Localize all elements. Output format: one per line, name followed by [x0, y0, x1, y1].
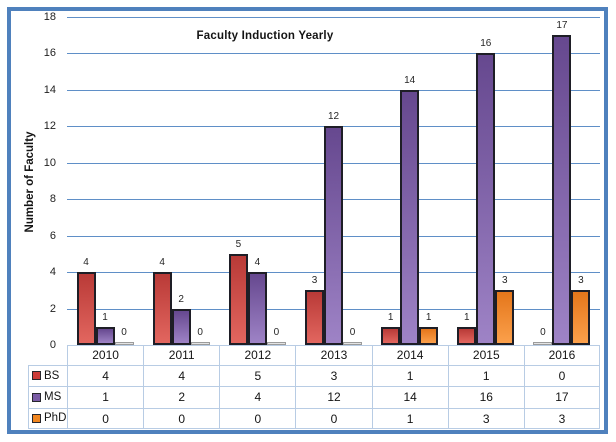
legend-key-cell-bs: BS: [28, 364, 67, 386]
table-value-cell: 17: [523, 386, 600, 408]
bar-ms-2016: [552, 34, 572, 345]
legend-label-bs: BS: [44, 369, 60, 382]
year-header-cell: 2012: [219, 345, 296, 365]
bar-value-label: 2: [178, 293, 184, 305]
legend-key-cell-ms: MS: [28, 386, 67, 408]
legend-swatch-ms: [32, 392, 41, 402]
bar-bs-2015: [457, 326, 477, 345]
bar-phd-2016: [571, 290, 591, 345]
y-tick-label: 0: [49, 339, 56, 351]
table-value-cell: 14: [371, 386, 448, 408]
table-value-cell: 1: [67, 386, 144, 408]
bar-value-label: 3: [578, 275, 584, 287]
bar-ms-2011: [171, 308, 191, 345]
chart-title: Faculty Induction Yearly: [196, 30, 334, 42]
table-value-cell: 4: [67, 364, 144, 386]
chart-frame: [7, 7, 608, 434]
y-tick-label: 4: [49, 266, 56, 278]
bar-value-label: 3: [502, 275, 508, 287]
bar-value-label: 14: [404, 74, 416, 86]
year-header-cell: 2010: [67, 345, 144, 365]
y-tick-label: 12: [43, 120, 56, 132]
y-tick-label: 8: [49, 193, 56, 205]
table-value-cell: 0: [67, 407, 144, 429]
bar-bs-2013: [305, 290, 324, 345]
table-value-cell: 2: [143, 386, 220, 408]
table-value-cell: 1: [371, 407, 448, 429]
legend-swatch-bs: [32, 371, 41, 381]
table-value-cell: 0: [523, 364, 600, 386]
bar-value-label: 0: [273, 327, 280, 338]
y-tick-label: 6: [49, 229, 56, 242]
bar-zero-phd-2012: [266, 342, 286, 345]
y-tick-label: 16: [43, 47, 56, 59]
bar-value-label: 0: [121, 327, 127, 338]
bar-value-label: 4: [159, 257, 165, 268]
bar-value-label: 16: [480, 38, 492, 49]
bar-value-label: 0: [197, 327, 203, 338]
year-header-cell: 2013: [295, 345, 372, 365]
bar-phd-2015: [495, 290, 515, 345]
year-header-cell: 2015: [447, 345, 524, 365]
bar-bs-2012: [228, 253, 248, 345]
bar-value-label: 17: [556, 19, 568, 31]
legend-label-ms: MS: [44, 391, 62, 404]
bar-ms-2010: [95, 326, 115, 345]
table-value-cell: 4: [219, 386, 296, 408]
bar-bs-2014: [381, 326, 401, 345]
bar-bs-2011: [152, 272, 172, 345]
gridline: [67, 16, 600, 18]
table-value-cell: 1: [371, 364, 448, 386]
table-value-cell: 1: [447, 364, 524, 386]
table-value-cell: 3: [523, 407, 600, 429]
bar-value-label: 0: [349, 327, 356, 338]
y-tick-label: 2: [49, 302, 56, 315]
table-value-cell: 12: [295, 386, 372, 408]
bar-value-label: 1: [387, 311, 394, 323]
legend-swatch-phd: [32, 413, 41, 423]
bar-value-label: 0: [540, 327, 546, 338]
year-header-cell: 2011: [143, 345, 220, 365]
legend-label-phd: PhD: [44, 412, 67, 425]
year-header-cell: 2016: [523, 345, 600, 365]
bar-value-label: 1: [102, 311, 108, 323]
table-value-cell: 5: [219, 364, 296, 386]
y-tick-label: 14: [43, 83, 56, 96]
bar-value-label: 4: [83, 257, 89, 268]
year-header-cell: 2014: [371, 345, 448, 365]
table-value-cell: 0: [295, 407, 372, 429]
legend-key-cell-phd: PhD: [28, 407, 67, 429]
table-value-cell: 0: [143, 407, 220, 429]
bar-value-label: 5: [235, 238, 242, 250]
table-value-cell: 0: [219, 407, 296, 429]
table-value-cell: 16: [447, 386, 524, 408]
bar-ms-2012: [247, 272, 267, 345]
table-value-cell: 3: [295, 364, 372, 386]
bar-value-label: 12: [327, 111, 340, 122]
bar-value-label: 1: [464, 311, 470, 323]
table-value-cell: 4: [143, 364, 220, 386]
bar-value-label: 4: [254, 257, 261, 268]
bar-ms-2013: [324, 126, 343, 345]
bar-ms-2015: [476, 53, 496, 345]
bar-value-label: 3: [311, 275, 318, 287]
bar-value-label: 1: [425, 311, 432, 323]
bar-bs-2010: [76, 272, 96, 345]
bar-phd-2014: [419, 326, 439, 345]
bar-zero-phd-2010: [114, 342, 134, 345]
bar-zero-bs-2016: [533, 342, 553, 345]
gridline: [67, 53, 600, 54]
bar-zero-phd-2011: [190, 342, 210, 345]
y-tick-label: 18: [43, 10, 56, 23]
bar-zero-phd-2013: [343, 342, 362, 345]
bar-ms-2014: [400, 89, 420, 345]
table-value-cell: 3: [447, 407, 524, 429]
gridline: [67, 89, 600, 91]
y-tick-label: 10: [43, 156, 56, 169]
